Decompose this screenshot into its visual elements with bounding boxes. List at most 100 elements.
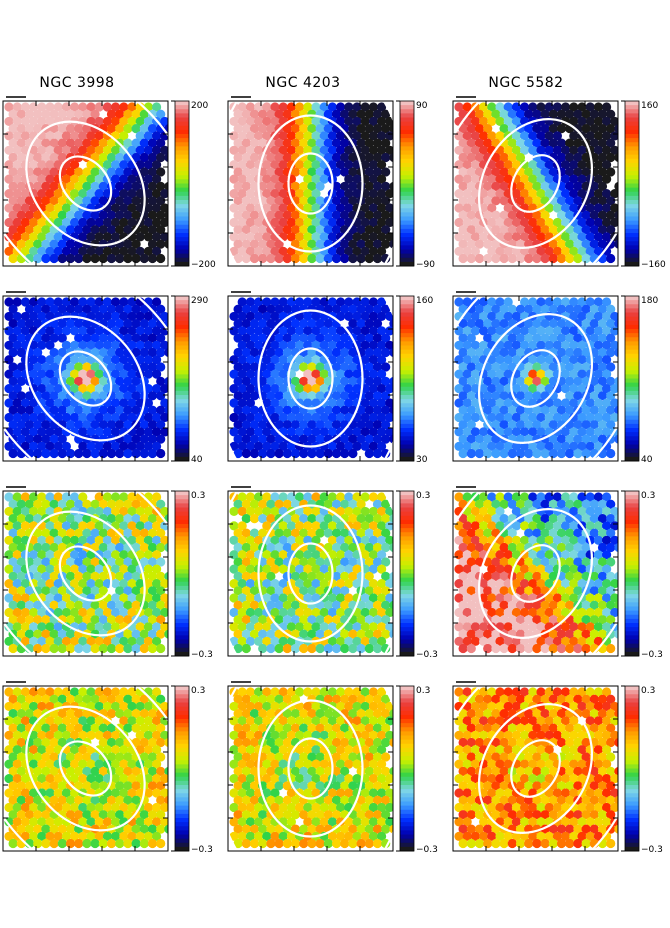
bin xyxy=(233,795,243,805)
bin xyxy=(577,232,587,242)
bin xyxy=(311,340,321,350)
bin xyxy=(164,239,168,249)
bin xyxy=(119,521,129,531)
bin xyxy=(241,514,251,524)
bin xyxy=(70,412,80,423)
bin xyxy=(45,355,55,365)
bin xyxy=(307,737,317,748)
bin xyxy=(270,636,280,646)
bin xyxy=(270,203,280,213)
bin xyxy=(295,773,305,784)
bin xyxy=(511,145,521,155)
bin xyxy=(336,745,346,755)
bin xyxy=(487,246,497,256)
bin xyxy=(479,441,489,451)
bin xyxy=(610,383,618,394)
bin xyxy=(331,694,342,704)
bin xyxy=(458,600,468,610)
bin xyxy=(49,723,59,733)
bin xyxy=(503,232,513,242)
bin xyxy=(24,420,35,430)
bin xyxy=(115,152,125,163)
bin xyxy=(368,564,378,574)
bin xyxy=(589,615,599,625)
bin xyxy=(569,246,579,256)
bin xyxy=(470,550,480,560)
bin xyxy=(249,615,260,625)
bin xyxy=(565,586,575,596)
bin xyxy=(593,246,604,256)
bin xyxy=(561,174,571,184)
bin xyxy=(606,319,616,329)
bin xyxy=(589,124,599,134)
bin xyxy=(12,174,22,184)
bin xyxy=(164,376,168,386)
bin xyxy=(102,441,112,451)
bin xyxy=(487,607,497,618)
bin xyxy=(8,514,18,524)
bin xyxy=(82,319,92,329)
bin xyxy=(454,217,464,228)
bin xyxy=(458,514,468,524)
panel-frame xyxy=(452,490,619,657)
bin xyxy=(94,607,104,618)
bin xyxy=(106,643,117,654)
bin xyxy=(577,340,587,350)
bin xyxy=(74,795,84,805)
bin xyxy=(131,448,141,459)
bin xyxy=(503,607,513,618)
bin xyxy=(131,795,141,805)
bin xyxy=(336,578,346,589)
bin xyxy=(515,542,526,553)
bin xyxy=(565,196,575,206)
bin xyxy=(389,319,393,329)
bin xyxy=(364,824,374,834)
bin xyxy=(119,102,129,112)
bin xyxy=(311,521,321,531)
colorbar-max-label: 200 xyxy=(191,101,208,111)
bin xyxy=(78,759,88,769)
bin xyxy=(323,694,333,704)
bin xyxy=(229,802,239,813)
bin xyxy=(45,441,55,451)
bin xyxy=(561,232,571,242)
bin xyxy=(16,109,26,119)
bin xyxy=(123,210,133,220)
bin xyxy=(299,752,309,762)
bin xyxy=(569,160,579,170)
bin xyxy=(147,210,158,220)
bin xyxy=(45,340,55,350)
bin xyxy=(495,217,505,228)
bin xyxy=(299,138,309,148)
bin xyxy=(536,607,546,618)
bin xyxy=(160,217,168,228)
bin xyxy=(307,709,317,719)
bin xyxy=(4,578,14,589)
bin xyxy=(245,788,255,798)
bin xyxy=(360,636,370,646)
bin xyxy=(610,188,618,199)
bin xyxy=(561,355,571,365)
bin xyxy=(245,217,255,228)
bin xyxy=(266,499,276,509)
bin xyxy=(454,188,464,199)
bin xyxy=(487,492,497,502)
bin xyxy=(28,759,39,769)
bin xyxy=(37,355,47,365)
bin xyxy=(360,246,370,256)
bin xyxy=(495,160,505,170)
bin xyxy=(115,694,125,704)
bin xyxy=(499,499,509,509)
isophote-contours xyxy=(3,296,168,461)
bin xyxy=(237,550,247,560)
bin xyxy=(336,131,346,141)
bin xyxy=(49,643,59,654)
bin xyxy=(258,124,268,134)
bin xyxy=(57,781,67,791)
bin xyxy=(16,391,26,401)
bin xyxy=(507,499,517,509)
bin xyxy=(491,210,501,220)
bin xyxy=(348,434,358,444)
bin xyxy=(266,514,276,524)
bin xyxy=(303,521,313,531)
